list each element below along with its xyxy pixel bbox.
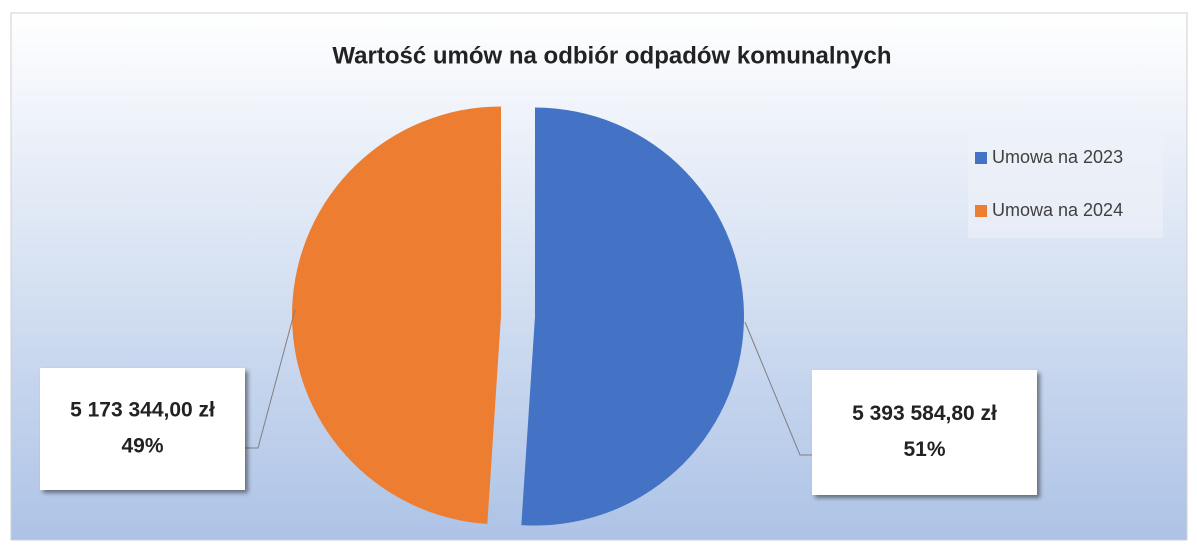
data-label-box (40, 368, 245, 490)
legend-box (968, 135, 1163, 238)
legend-label: Umowa na 2023 (992, 147, 1123, 167)
data-label-percent: 51% (903, 438, 945, 461)
leader-line (245, 309, 296, 449)
legend-swatch (975, 152, 987, 164)
legend-swatch (975, 205, 987, 217)
pie-slice (292, 106, 502, 524)
data-label-value: 5 393 584,80 zł (852, 402, 997, 425)
data-label-box (812, 370, 1037, 495)
pie-slice (521, 107, 744, 526)
chart-title: Wartość umów na odbiór odpadów komunalny… (332, 42, 891, 69)
legend-label: Umowa na 2024 (992, 200, 1123, 220)
data-label-percent: 49% (121, 435, 163, 458)
data-label-value: 5 173 344,00 zł (70, 399, 215, 422)
leader-line (744, 321, 812, 456)
